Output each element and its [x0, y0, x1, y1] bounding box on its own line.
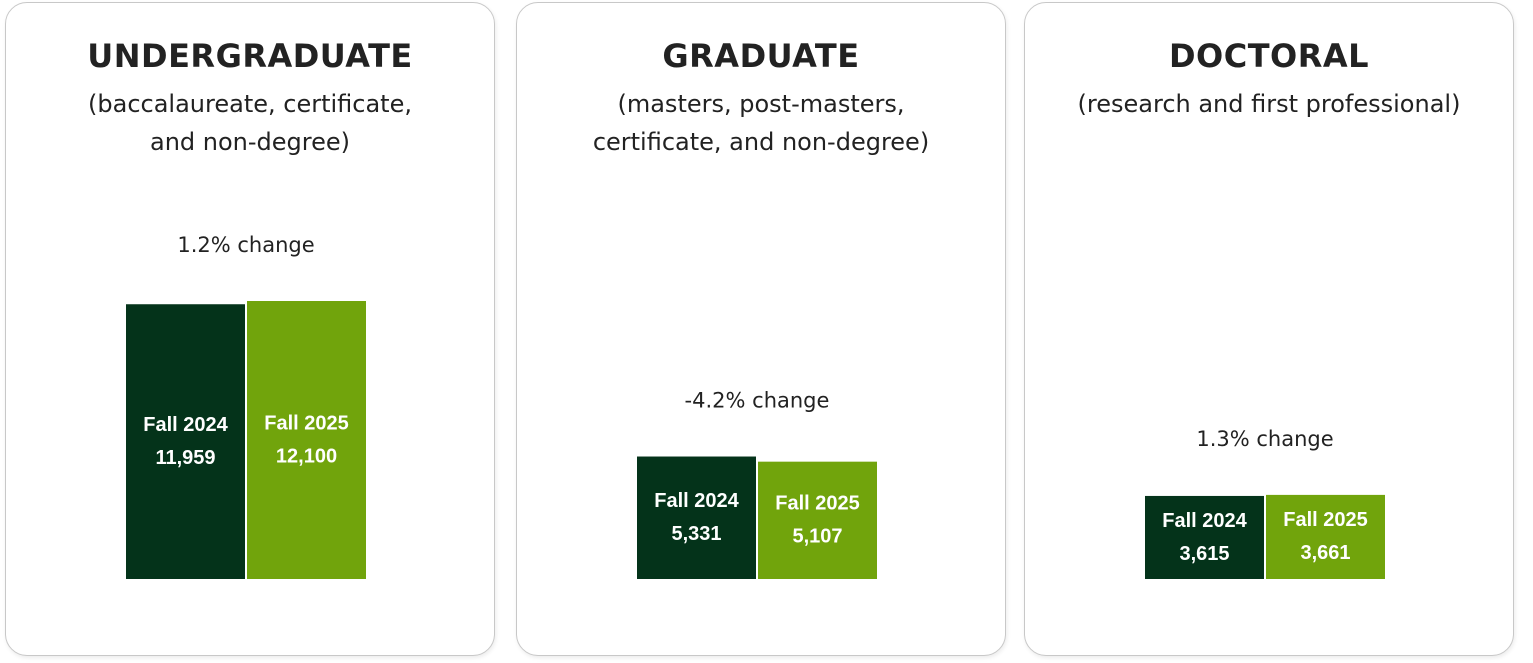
bar [758, 461, 877, 579]
bar-value-label: 12,100 [276, 445, 337, 467]
card-subtitle: (research and first professional) [1077, 90, 1461, 118]
bar [1266, 494, 1385, 579]
bar [1145, 495, 1264, 579]
change-annotation: 1.3% change [1196, 427, 1333, 451]
change-annotation: -4.2% change [685, 389, 830, 413]
bar-value-label: 11,959 [155, 447, 215, 469]
change-annotation: 1.2% change [177, 233, 314, 257]
card-title: UNDERGRADUATE [87, 37, 413, 75]
bar [126, 304, 245, 579]
bar-value-label: 5,107 [792, 526, 842, 548]
card: UNDERGRADUATE (baccalaureate, certificate… [5, 2, 495, 656]
bar-value-label: 3,615 [1179, 543, 1229, 565]
bar-chart: Fall 2024 5,331 Fall 2025 5,107 -4.2% change [637, 389, 877, 579]
card-title: GRADUATE [662, 37, 860, 75]
bar [247, 301, 366, 579]
card: DOCTORAL (research and first professional… [1024, 2, 1514, 656]
bar [637, 456, 756, 579]
bar-category-label: Fall 2025 [775, 493, 860, 515]
bar-chart: Fall 2024 11,959 Fall 2025 12,100 1.2% chang… [126, 233, 366, 579]
card: GRADUATE (masters, post-masters, certific… [516, 2, 1006, 656]
bar-value-label: 5,331 [671, 523, 721, 545]
card-subtitle: (baccalaureate, certificate, and non-deg… [88, 90, 412, 156]
bar-category-label: Fall 2025 [264, 412, 349, 434]
bar-chart: Fall 2024 3,615 Fall 2025 3,661 1.3% change [1145, 427, 1385, 579]
bar-category-label: Fall 2024 [1162, 510, 1247, 532]
card-subtitle: (masters, post-masters, certificate, and… [592, 90, 930, 156]
bar-category-label: Fall 2025 [1283, 509, 1368, 531]
bar-category-label: Fall 2024 [143, 414, 228, 436]
card-title: DOCTORAL [1168, 37, 1370, 75]
bar-value-label: 3,661 [1300, 542, 1350, 564]
bar-category-label: Fall 2024 [654, 490, 739, 512]
